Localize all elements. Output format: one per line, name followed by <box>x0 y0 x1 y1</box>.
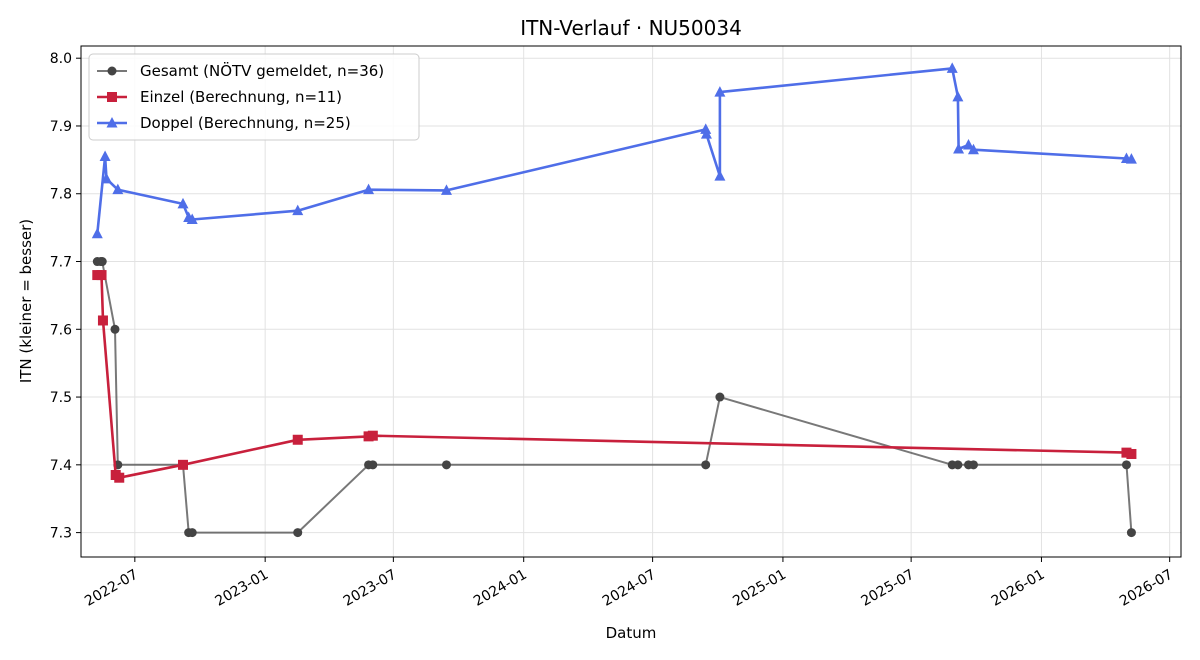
y-tick-label: 7.3 <box>50 526 72 542</box>
x-tick-label: 2024-07 <box>600 567 659 610</box>
chart-title: ITN-Verlauf · NU50034 <box>520 16 742 40</box>
data-point-gesamt <box>701 460 711 470</box>
data-point-doppel <box>100 172 112 184</box>
legend-marker-gesamt <box>107 66 117 76</box>
x-tick-label: 2026-07 <box>1117 567 1176 610</box>
data-point-einzel <box>97 315 108 326</box>
data-point-einzel <box>292 434 303 445</box>
series-doppel <box>91 62 1137 239</box>
data-point-einzel <box>1126 448 1137 459</box>
legend-marker-doppel <box>106 117 118 128</box>
data-point-gesamt <box>293 528 303 538</box>
data-point-doppel <box>292 204 304 216</box>
series-line-einzel <box>97 273 1132 480</box>
series-einzel <box>92 270 1137 483</box>
x-tick-label: 2026-01 <box>989 567 1048 610</box>
data-point-gesamt <box>110 324 120 334</box>
data-point-gesamt <box>953 460 963 470</box>
data-point-doppel <box>112 183 124 195</box>
data-point-doppel <box>363 183 375 195</box>
data-point-doppel <box>700 128 712 139</box>
data-point-doppel <box>714 170 726 181</box>
data-point-doppel <box>946 62 958 73</box>
y-tick-label: 7.9 <box>50 119 72 135</box>
data-point-doppel <box>99 150 111 161</box>
data-point-einzel <box>177 459 188 470</box>
data-point-doppel <box>963 138 975 150</box>
y-tick-label: 7.8 <box>50 187 72 203</box>
y-tick-label: 7.4 <box>50 458 72 474</box>
y-tick-label: 8.0 <box>50 51 72 67</box>
data-point-gesamt <box>1121 460 1131 470</box>
x-tick-label: 2023-07 <box>341 567 400 610</box>
y-tick-label: 7.5 <box>50 390 72 406</box>
y-axis-label: ITN (kleiner = besser) <box>17 219 35 383</box>
x-tick-label: 2024-01 <box>471 567 530 610</box>
data-point-gesamt <box>368 460 378 470</box>
data-point-gesamt <box>97 257 107 267</box>
data-point-gesamt <box>187 528 197 538</box>
data-point-einzel <box>114 472 125 483</box>
data-point-doppel <box>186 213 198 224</box>
data-point-gesamt <box>968 460 978 470</box>
data-point-doppel <box>91 227 103 239</box>
x-axis-label: Datum <box>606 624 657 642</box>
legend-box <box>88 53 420 141</box>
series-gesamt <box>92 257 1136 538</box>
y-tick-label: 7.7 <box>50 255 72 271</box>
legend-label-einzel: Einzel (Berechnung, n=11) <box>140 88 342 106</box>
data-point-gesamt <box>715 392 725 402</box>
legend-label-gesamt: Gesamt (NÖTV gemeldet, n=36) <box>140 61 384 80</box>
data-point-doppel <box>1125 153 1137 164</box>
x-tick-label: 2025-01 <box>730 567 789 610</box>
data-point-doppel <box>440 184 452 195</box>
data-point-einzel <box>367 430 378 441</box>
data-point-gesamt <box>441 460 451 470</box>
data-point-einzel <box>96 270 107 281</box>
data-point-doppel <box>700 123 712 134</box>
data-point-doppel <box>967 143 979 155</box>
y-tick-label: 7.6 <box>50 322 72 338</box>
data-point-doppel <box>952 90 964 102</box>
data-point-doppel <box>953 143 965 154</box>
legend: Gesamt (NÖTV gemeldet, n=36) Einzel (Bere… <box>88 53 420 141</box>
data-point-doppel <box>714 86 726 97</box>
series-group <box>91 62 1137 538</box>
x-tick-label: 2025-07 <box>858 567 917 610</box>
x-tick-label: 2022-07 <box>82 567 141 610</box>
data-point-gesamt <box>1126 528 1136 538</box>
legend-marker-einzel <box>107 92 117 102</box>
data-point-doppel <box>177 197 189 209</box>
x-tick-label: 2023-01 <box>212 567 271 610</box>
plot-frame <box>80 45 1182 558</box>
legend-label-doppel: Doppel (Berechnung, n=25) <box>140 114 351 132</box>
